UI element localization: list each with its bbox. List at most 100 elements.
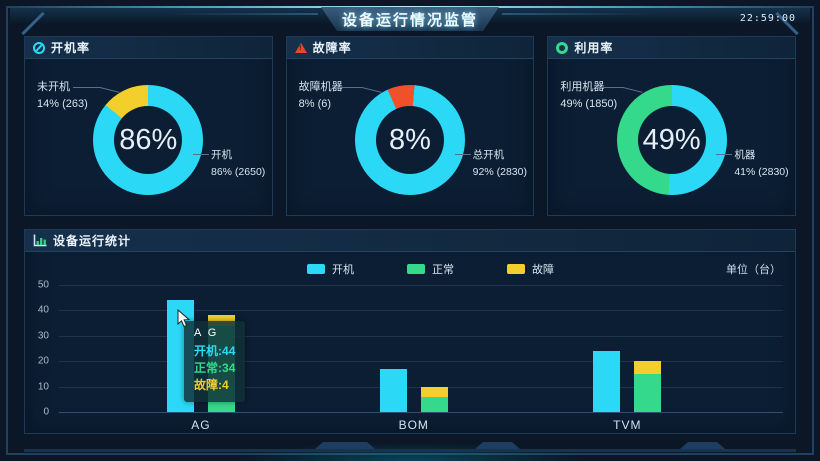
panel-device-statistics: 设备运行统计 开机 正常 故障 单位（台） A G 开机44 正常34 故障4 0 1…: [24, 229, 796, 434]
legend-item-fault[interactable]: 故障: [507, 261, 607, 277]
leader-line: [596, 87, 625, 88]
bottom-decoration: [24, 443, 796, 452]
leader-line: [454, 154, 471, 155]
tooltip-row: 正常34: [194, 360, 235, 377]
unit-label: 单位（台）: [726, 264, 781, 276]
donut-label-name: 总开机: [472, 149, 505, 161]
bar-TVM-open[interactable]: [593, 351, 621, 412]
y-axis-tick: 10: [37, 381, 49, 393]
gridline: [59, 310, 783, 312]
donut-label-left: 利用机器 49% (1850): [560, 79, 617, 113]
donut-chart-power-on[interactable]: 86%: [93, 85, 204, 195]
tooltip-title: A G: [194, 327, 219, 339]
ring-icon: [556, 41, 569, 54]
warning-icon: [294, 42, 307, 53]
leader-line: [334, 87, 363, 88]
legend-swatch: [507, 264, 525, 274]
bar-group-TVM: [593, 351, 662, 412]
panel-title: 故障率: [312, 41, 352, 55]
bottom-notch: [680, 442, 725, 449]
donut-label-value: 86% (2650): [211, 166, 266, 178]
gridline: [59, 412, 783, 413]
title-wing-left: [168, 13, 318, 15]
legend-label: 正常: [432, 264, 454, 276]
bar-chart-icon: [33, 234, 47, 247]
y-axis-tick: 20: [37, 355, 49, 367]
panel-body: 利用机器 49% (1850) 49% 机器 41% (2830): [548, 59, 795, 215]
bar-chart-plot: A G 开机44 正常34 故障4 0 10 20 30 40 50 AG BOM TVM: [38, 280, 783, 432]
legend-label: 故障: [532, 264, 554, 276]
leader-line: [716, 154, 733, 155]
power-icon: [33, 41, 45, 54]
donut-label-name: 机器: [734, 149, 756, 161]
x-axis-label-AG: AG: [191, 418, 211, 432]
panel-header: 设备运行统计: [25, 230, 795, 252]
title-wing-right: [502, 13, 652, 15]
panel-title: 设备运行统计: [53, 234, 132, 248]
legend-label: 开机: [332, 264, 354, 276]
page-title-plaque: 设备运行情况监管: [321, 7, 499, 31]
donut-label-value: 8% (6): [298, 98, 332, 110]
legend-swatch: [307, 264, 325, 274]
donut-label-left: 故障机器 8% (6): [299, 79, 343, 113]
donut-label-name: 未开机: [37, 81, 70, 93]
bar-AG-fault[interactable]: [207, 315, 235, 326]
leader-line: [73, 87, 101, 88]
leader-line: [193, 154, 209, 155]
bar-BOM-fault[interactable]: [420, 386, 448, 397]
bar-TVM-normal[interactable]: [634, 373, 662, 412]
panel-body: 故障机器 8% (6) 8% 总开机 92% (2830): [287, 59, 534, 215]
chart-tooltip: A G 开机44 正常34 故障4: [184, 321, 246, 402]
panel-title: 利用率: [574, 41, 614, 55]
y-axis-tick: 30: [37, 330, 49, 342]
legend-item-open[interactable]: 开机: [307, 261, 407, 277]
donut-label-left: 未开机 14% (263): [37, 79, 88, 113]
panel-title: 开机率: [51, 41, 91, 55]
gridline: [59, 335, 783, 337]
donut-label-name: 开机: [211, 149, 232, 161]
donut-label-value: 92% (2830): [472, 166, 527, 178]
legend-swatch: [407, 264, 425, 274]
donut-label-right: 机器 41% (2830): [734, 147, 796, 181]
bottom-notch: [315, 442, 375, 449]
y-axis-tick: 40: [37, 304, 49, 316]
panel-body: 未开机 14% (263) 86% 开机 86% (2650): [25, 59, 272, 215]
donut-center-value: 86%: [119, 123, 178, 156]
gridline: [59, 361, 783, 363]
bar-BOM-normal[interactable]: [420, 396, 448, 412]
donut-center-value: 8%: [389, 123, 431, 156]
donut-chart-fault[interactable]: 8%: [355, 85, 465, 195]
x-axis-label-TVM: TVM: [613, 418, 642, 432]
tooltip-row: 故障4: [194, 377, 235, 394]
panel-power-on-rate: 开机率 未开机 14% (263) 86% 开机 86% (2650): [24, 36, 273, 216]
y-axis-tick: 50: [37, 279, 49, 291]
panel-fault-rate: 故障率 故障机器 8% (6) 8% 总开机 92% (2830): [285, 36, 535, 216]
gridline: [59, 285, 783, 286]
donut-label-right: 总开机 92% (2830): [473, 147, 535, 181]
clock: 22:59:00: [739, 13, 796, 24]
donut-label-name: 利用机器: [560, 81, 605, 93]
bar-TVM-fault[interactable]: [634, 361, 662, 374]
bar-group-BOM: [379, 368, 448, 412]
panel-header: 故障率: [286, 37, 534, 59]
bar-stack-TVM: [634, 361, 662, 412]
mouse-cursor: [177, 309, 190, 328]
bar-stack-BOM: [420, 386, 448, 412]
legend: 开机 正常 故障: [307, 261, 607, 277]
legend-item-normal[interactable]: 正常: [407, 261, 507, 277]
x-axis-label-BOM: BOM: [398, 418, 429, 432]
bar-BOM-open[interactable]: [379, 368, 407, 412]
donut-label-name: 故障机器: [298, 81, 343, 93]
y-axis-tick: 0: [43, 406, 49, 418]
panel-utilization-rate: 利用率 利用机器 49% (1850) 49% 机器 41% (2830): [547, 36, 797, 216]
donut-label-value: 14% (263): [37, 98, 88, 110]
panel-header: 开机率: [25, 37, 272, 59]
donut-chart-utilization[interactable]: 49%: [616, 85, 727, 195]
donut-center-value: 49%: [642, 123, 701, 156]
donut-label-value: 41% (2830): [734, 166, 789, 178]
page-title: 设备运行情况监管: [341, 11, 478, 29]
tooltip-row: 开机44: [194, 343, 235, 360]
panel-header: 利用率: [548, 37, 796, 59]
donut-label-value: 49% (1850): [560, 98, 618, 110]
